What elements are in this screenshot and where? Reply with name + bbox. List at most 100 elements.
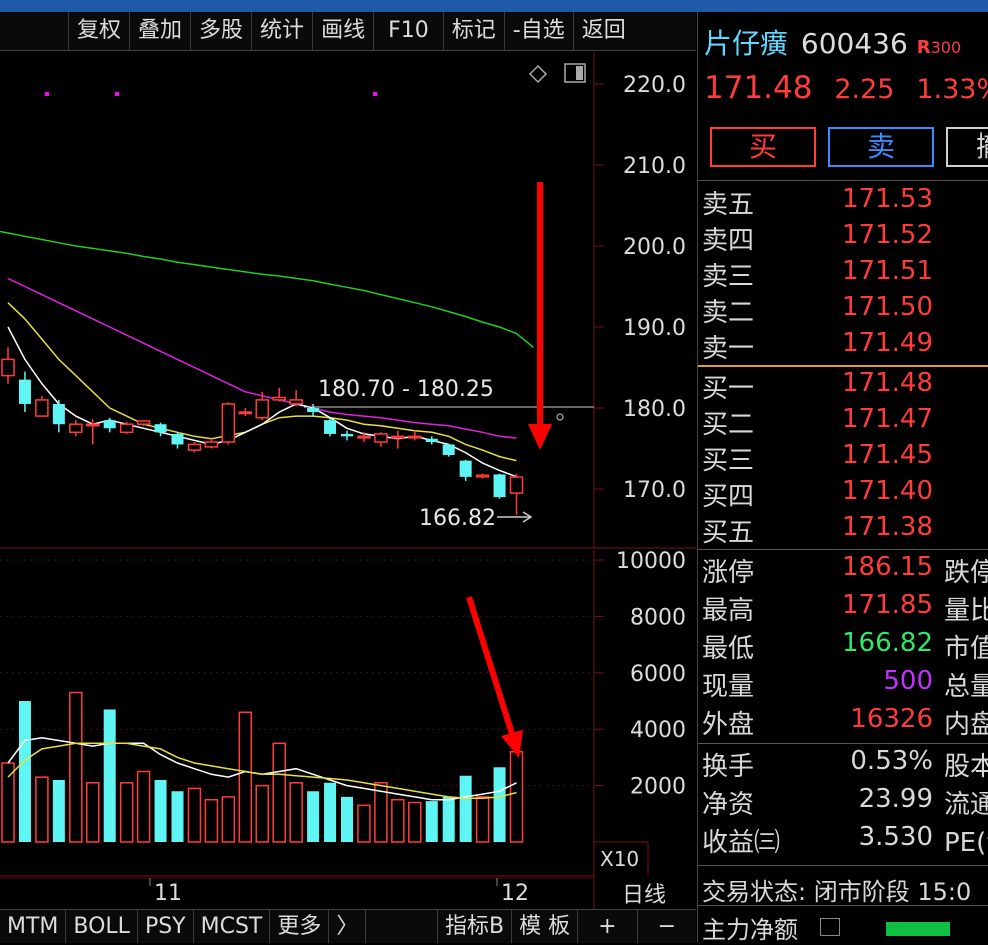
- toolbar-button-mark[interactable]: 标记: [442, 12, 504, 50]
- low-price-arrow: [497, 511, 533, 523]
- volume-bar: [442, 796, 455, 842]
- period-label[interactable]: 日线: [622, 883, 666, 908]
- ask4-price: 171.52: [842, 220, 933, 250]
- candle-body: [136, 420, 151, 425]
- volume-bar: [307, 791, 320, 842]
- toolbar-button-draw-line[interactable]: 画线: [312, 12, 373, 50]
- volume-axis-label: 8000: [630, 605, 686, 630]
- stats-block-2: 换手 0.53% 股本 净资 23.99 流通 收益㈢ 3.530 PE(动: [698, 746, 988, 866]
- bid5-label: 买五: [702, 518, 755, 548]
- candle-body: [103, 420, 116, 429]
- volume-bar: [475, 796, 490, 843]
- candle-body: [204, 441, 219, 448]
- toolbar-button-overlay[interactable]: 叠加: [129, 12, 190, 50]
- diamond-icon[interactable]: [528, 64, 548, 84]
- main-flow-label: 主力净额: [702, 916, 798, 944]
- chevron-right-icon[interactable]: 〉: [329, 910, 367, 943]
- sell-button[interactable]: 卖: [828, 127, 934, 167]
- volume-bar: [52, 779, 65, 842]
- red-arrow-annotation: [528, 182, 552, 450]
- volume-bar: [459, 775, 472, 842]
- toolbar-spacer: [0, 12, 68, 50]
- volume-bar: [324, 782, 337, 842]
- candle-body: [69, 423, 83, 434]
- zoom-in-button[interactable]: +: [578, 910, 638, 943]
- volume-bar: [103, 709, 116, 842]
- volume-axis-label: 2000: [630, 775, 686, 800]
- ask4-label: 卖四: [702, 226, 755, 256]
- price-axis-label: 180.0: [623, 397, 686, 422]
- list-icon[interactable]: [820, 918, 840, 936]
- toolbar-button-back[interactable]: 返回: [572, 12, 634, 50]
- volume-bar: [35, 776, 49, 843]
- toolbar-button-f10[interactable]: F10: [373, 12, 443, 50]
- volume-axis-label: 6000: [630, 662, 686, 687]
- ask2-price: 171.50: [842, 292, 933, 322]
- candle-body: [493, 474, 506, 498]
- price-axis-label: 170.0: [623, 478, 686, 503]
- sell-order-book: 卖五 171.53 卖四 171.52 卖三 171.51 卖二 171.50 卖一 17…: [698, 184, 988, 366]
- low-price-label: 166.82: [419, 506, 496, 531]
- stat-label: 市值: [944, 634, 988, 664]
- price-line: 171.48 2.25 1.33%: [704, 70, 988, 106]
- stat-label: 股本: [944, 752, 988, 782]
- volume-bar: [425, 801, 438, 842]
- ask5-price: 171.53: [842, 184, 933, 214]
- indicator-tab-more[interactable]: 更多: [270, 910, 330, 943]
- volume-bar: [255, 784, 269, 843]
- ma-line-green: [0, 230, 534, 348]
- volume-bar: [272, 742, 286, 843]
- stat-label: 换手: [702, 752, 755, 782]
- indicator-tab-psy[interactable]: PSY: [138, 910, 194, 943]
- cancel-order-button[interactable]: 撤: [946, 127, 988, 167]
- zoom-out-button[interactable]: −: [657, 914, 676, 939]
- toolbar-button-remove-watchlist[interactable]: -自选: [503, 12, 573, 50]
- signal-marker: [373, 92, 377, 96]
- stat-label: 收益㈢: [702, 828, 781, 858]
- candle-body: [509, 476, 524, 494]
- volume-bar: [1, 762, 15, 843]
- bid2-price: 171.47: [842, 404, 933, 434]
- volume-bar: [136, 770, 151, 843]
- stat-label: 涨停: [702, 558, 755, 588]
- volume-bar: [357, 804, 371, 843]
- volume-ma-yellow: [7, 742, 517, 800]
- candle-body: [408, 435, 422, 439]
- volume-bar: [509, 751, 524, 843]
- outer-volume-value: 16326: [850, 704, 933, 734]
- buy-order-book: 买一 171.48 买二 171.47 买三 171.45 买四 171.40 买五 17…: [698, 368, 988, 550]
- stat-label: 流通: [944, 790, 988, 820]
- volume-bar: [187, 787, 202, 843]
- signal-marker: [115, 92, 119, 96]
- volume-bar: [408, 801, 422, 843]
- low-value: 166.82: [842, 628, 933, 658]
- indicator-tab-mtm[interactable]: MTM: [0, 910, 67, 943]
- template-button[interactable]: 模 板: [512, 910, 579, 943]
- stats-block: 涨停 186.15 跌停 最高 171.85 量比 最低 166.82 市值 现量 500 总量…: [698, 552, 988, 744]
- volume-unit-label: X10: [600, 847, 639, 871]
- volume-bar: [238, 711, 253, 843]
- toolbar-button-restore-rights[interactable]: 复权: [68, 12, 129, 50]
- volume-bar: [69, 691, 83, 843]
- stat-label: 跌停: [944, 558, 988, 588]
- buy-button[interactable]: 买: [710, 127, 816, 167]
- price-axis-label: 200.0: [623, 235, 686, 260]
- stat-label: 净资: [702, 790, 755, 820]
- candle-body: [18, 379, 31, 404]
- indicator-tab-mcst[interactable]: MCST: [194, 910, 271, 943]
- volume-axis-label: 4000: [630, 718, 686, 743]
- candle-body: [391, 435, 405, 439]
- volume-bar: [391, 798, 405, 843]
- candle-body: [255, 399, 269, 419]
- high-value: 171.85: [842, 590, 933, 620]
- stat-label: 量比: [944, 596, 988, 626]
- toolbar-button-multi-stock[interactable]: 多股: [190, 12, 251, 50]
- toolbar-button-statistics[interactable]: 统计: [251, 12, 312, 50]
- indicator-tab-boll[interactable]: BOLL: [66, 910, 138, 943]
- bid2-label: 买二: [702, 410, 755, 440]
- window-toggle-icon[interactable]: [564, 63, 586, 83]
- volume-bar: [119, 782, 134, 843]
- indicator-b-button[interactable]: 指标B: [437, 910, 513, 943]
- candle-body: [154, 424, 167, 433]
- kline-chart[interactable]: 220.0 210.0 200.0 190.0 180.0 170.0 180.70 - …: [0, 52, 696, 909]
